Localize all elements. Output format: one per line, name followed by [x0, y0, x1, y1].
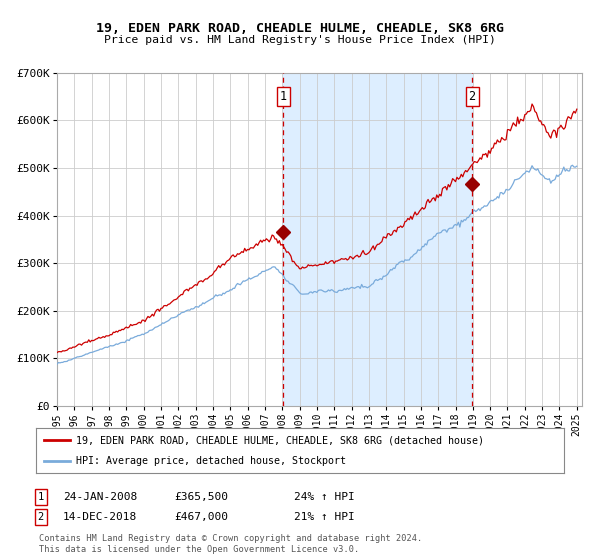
Text: 2: 2 — [38, 512, 44, 522]
Text: 1: 1 — [38, 492, 44, 502]
Text: Price paid vs. HM Land Registry's House Price Index (HPI): Price paid vs. HM Land Registry's House … — [104, 35, 496, 45]
Text: 21% ↑ HPI: 21% ↑ HPI — [294, 512, 355, 522]
Text: £467,000: £467,000 — [174, 512, 228, 522]
Text: £365,500: £365,500 — [174, 492, 228, 502]
Text: 19, EDEN PARK ROAD, CHEADLE HULME, CHEADLE, SK8 6RG (detached house): 19, EDEN PARK ROAD, CHEADLE HULME, CHEAD… — [76, 436, 484, 446]
Text: 24-JAN-2008: 24-JAN-2008 — [63, 492, 137, 502]
Text: Contains HM Land Registry data © Crown copyright and database right 2024.
This d: Contains HM Land Registry data © Crown c… — [39, 534, 422, 554]
Text: 19, EDEN PARK ROAD, CHEADLE HULME, CHEADLE, SK8 6RG: 19, EDEN PARK ROAD, CHEADLE HULME, CHEAD… — [96, 22, 504, 35]
Bar — [283, 73, 472, 406]
Text: 2: 2 — [469, 90, 476, 103]
Text: 14-DEC-2018: 14-DEC-2018 — [63, 512, 137, 522]
Text: 24% ↑ HPI: 24% ↑ HPI — [294, 492, 355, 502]
Text: HPI: Average price, detached house, Stockport: HPI: Average price, detached house, Stoc… — [76, 456, 346, 466]
Text: 1: 1 — [280, 90, 287, 103]
